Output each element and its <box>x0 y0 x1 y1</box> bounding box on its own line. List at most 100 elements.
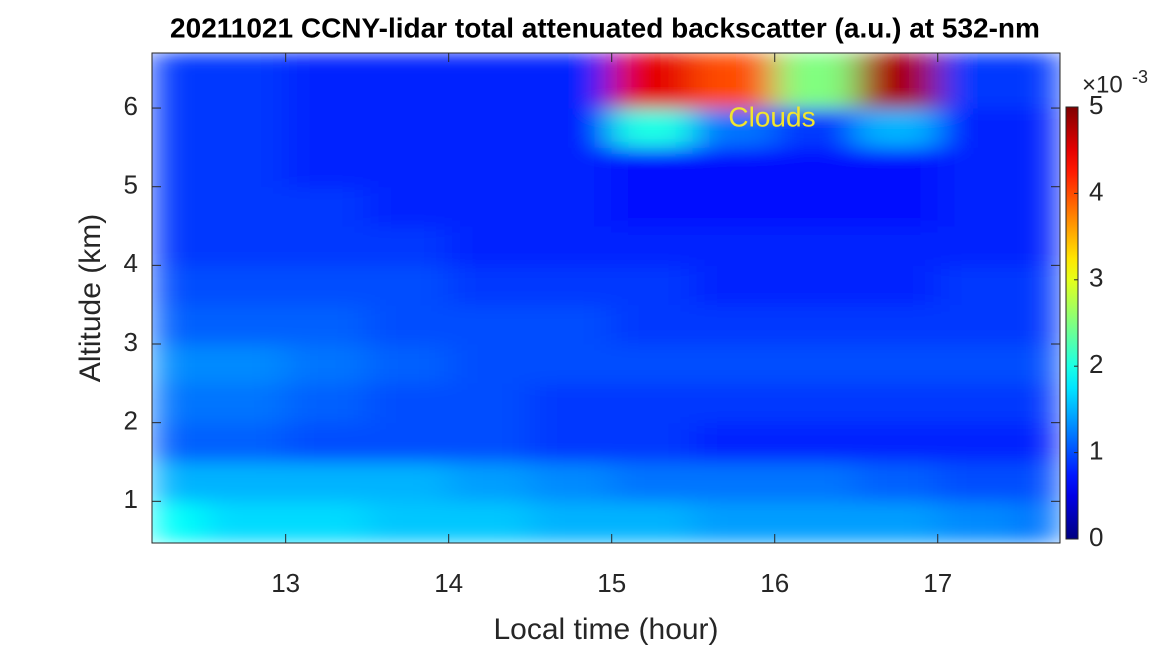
heatmap-cell <box>448 382 531 424</box>
heatmap-cell <box>203 500 287 543</box>
heatmap-cell <box>855 500 939 543</box>
heatmap-cell <box>285 382 368 424</box>
heatmap-cell <box>285 146 368 188</box>
heatmap-cell <box>366 225 450 266</box>
heatmap-cell <box>692 461 776 502</box>
y-tick-label: 5 <box>124 170 138 200</box>
heatmap-cell <box>152 186 205 227</box>
colorbar <box>1065 106 1079 540</box>
colorbar-tick-label: 2 <box>1089 349 1103 379</box>
heatmap-cell <box>855 146 939 188</box>
heatmap-cell <box>203 304 287 345</box>
heatmap-cell <box>774 186 857 227</box>
heatmap-cell <box>529 264 613 306</box>
heatmap-cell <box>1018 53 1060 109</box>
heatmap-cell <box>1018 146 1060 188</box>
heatmap-cell <box>152 382 205 424</box>
heatmap-cell <box>529 500 613 543</box>
heatmap-cell <box>529 186 613 227</box>
heatmap-cell <box>285 264 368 306</box>
heatmap-cell <box>855 264 939 306</box>
heatmap-cell <box>152 461 205 502</box>
heatmap-cell <box>774 146 857 188</box>
heatmap-cell <box>529 343 613 384</box>
heatmap-cell <box>152 264 205 306</box>
heatmap-cell <box>774 225 857 266</box>
heatmap-cell <box>285 225 368 266</box>
heatmap-cell <box>529 382 613 424</box>
heatmap-cell <box>774 461 857 502</box>
heatmap-cell <box>448 53 531 109</box>
heatmap-cell <box>692 304 776 345</box>
x-tick-label: 16 <box>760 568 789 598</box>
heatmap-cell <box>285 53 368 109</box>
x-tick-label: 13 <box>271 568 300 598</box>
heatmap-cell <box>1018 304 1060 345</box>
heatmap-cell <box>366 304 450 345</box>
heatmap-cell <box>611 461 694 502</box>
heatmap-cell <box>774 304 857 345</box>
heatmap-cell <box>285 422 368 463</box>
heatmap-cell <box>1018 343 1060 384</box>
heatmap-cell <box>692 343 776 384</box>
heatmap-cell <box>152 225 205 266</box>
heatmap-cell <box>448 304 531 345</box>
heatmap-cell <box>855 343 939 384</box>
heatmap-cell <box>203 422 287 463</box>
x-tick-label: 14 <box>434 568 463 598</box>
heatmap-cell <box>366 186 450 227</box>
heatmap-cell <box>203 146 287 188</box>
y-axis-label: Altitude (km) <box>74 214 107 382</box>
heatmap-cells <box>152 53 1060 543</box>
heatmap-cell <box>366 500 450 543</box>
heatmap-cell <box>692 264 776 306</box>
heatmap-cell <box>285 107 368 148</box>
heatmap-cell <box>203 107 287 148</box>
heatmap-cell <box>529 53 613 109</box>
colorbar-tick-label: 0 <box>1089 522 1103 552</box>
heatmap-cell <box>529 225 613 266</box>
heatmap-cell <box>529 304 613 345</box>
heatmap-cell <box>937 264 1020 306</box>
heatmap-cell <box>692 107 776 148</box>
heatmap-cell <box>285 304 368 345</box>
heatmap-cell <box>448 225 531 266</box>
colorbar-multiplier-power: -3 <box>1132 67 1148 87</box>
heatmap-cell <box>203 343 287 384</box>
heatmap-cell <box>1018 264 1060 306</box>
heatmap-cell <box>448 422 531 463</box>
heatmap-cell <box>152 146 205 188</box>
heatmap-cell <box>855 186 939 227</box>
heatmap-cell <box>611 146 694 188</box>
heatmap-cell <box>611 264 694 306</box>
heatmap-cell <box>937 500 1020 543</box>
heatmap-cell <box>152 304 205 345</box>
heatmap-cell <box>203 382 287 424</box>
heatmap <box>152 53 1060 543</box>
heatmap-cell <box>1018 422 1060 463</box>
heatmap-cell <box>855 422 939 463</box>
x-tick-label: 15 <box>597 568 626 598</box>
heatmap-cell <box>937 461 1020 502</box>
heatmap-cell <box>774 53 857 109</box>
heatmap-cell <box>855 304 939 345</box>
heatmap-cell <box>285 186 368 227</box>
heatmap-cell <box>937 225 1020 266</box>
heatmap-cell <box>611 107 694 148</box>
heatmap-cell <box>774 107 857 148</box>
heatmap-cell <box>774 422 857 463</box>
annotation: Clouds <box>728 101 815 132</box>
heatmap-cell <box>692 382 776 424</box>
heatmap-cell <box>611 53 694 109</box>
heatmap-cell <box>692 186 776 227</box>
heatmap-cell <box>448 146 531 188</box>
heatmap-cell <box>1018 186 1060 227</box>
heatmap-cell <box>448 461 531 502</box>
heatmap-cell <box>448 500 531 543</box>
heatmap-cell <box>366 422 450 463</box>
heatmap-cell <box>285 343 368 384</box>
heatmap-cell <box>1018 461 1060 502</box>
heatmap-cell <box>203 461 287 502</box>
y-tick-label: 1 <box>124 484 138 514</box>
